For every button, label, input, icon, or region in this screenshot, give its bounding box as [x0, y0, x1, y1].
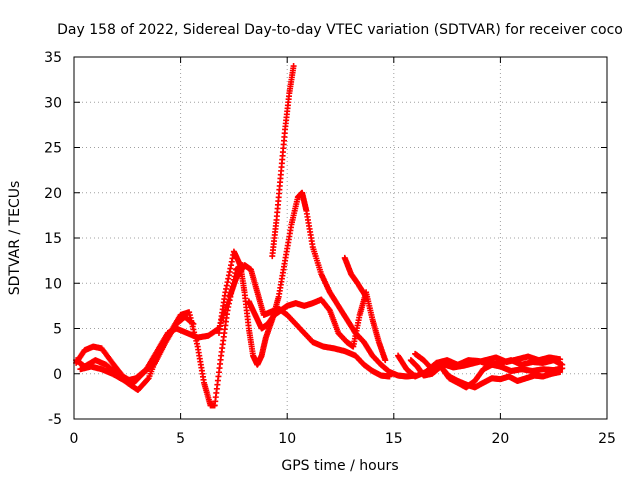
- data-point: [557, 356, 564, 363]
- data-point: [290, 63, 297, 70]
- x-tick-label: 5: [176, 431, 185, 447]
- y-tick-label: 15: [44, 231, 62, 247]
- series-track-e: [269, 63, 297, 260]
- y-tick-label: 20: [44, 186, 62, 202]
- x-tick-label: 10: [278, 431, 296, 447]
- y-axis-label: SDTVAR / TECUs: [7, 181, 23, 296]
- data-point: [382, 357, 389, 364]
- series-track-k: [431, 353, 564, 373]
- x-tick-label: 20: [491, 431, 509, 447]
- x-axis-label: GPS time / hours: [281, 458, 398, 474]
- y-tick-label: 25: [44, 141, 62, 157]
- data-point: [144, 376, 151, 383]
- series-track-g: [341, 254, 370, 300]
- y-tick-label: 10: [44, 276, 62, 292]
- x-tick-label: 25: [598, 431, 616, 447]
- data-point: [557, 368, 564, 375]
- chart-title: Day 158 of 2022, Sidereal Day-to-day VTE…: [57, 22, 623, 38]
- series-track-f: [245, 289, 389, 364]
- y-tick-label: 30: [44, 95, 62, 111]
- y-tick-label: 0: [53, 367, 62, 383]
- data-point: [559, 365, 566, 372]
- series-track-c: [77, 262, 393, 384]
- data-points: [73, 63, 566, 409]
- y-tick-label: 35: [44, 50, 62, 66]
- x-tick-label: 0: [70, 431, 79, 447]
- axis-ticks: 0 5 10 15 20 25 -5 0 5 10 15 20 25 30 35: [44, 50, 616, 447]
- series-track-d: [215, 189, 419, 380]
- series-track-j: [412, 350, 564, 391]
- grid-lines: [74, 57, 607, 419]
- y-tick-label: -5: [48, 412, 62, 428]
- x-tick-label: 15: [385, 431, 403, 447]
- data-point: [363, 293, 370, 300]
- y-tick-label: 5: [53, 322, 62, 338]
